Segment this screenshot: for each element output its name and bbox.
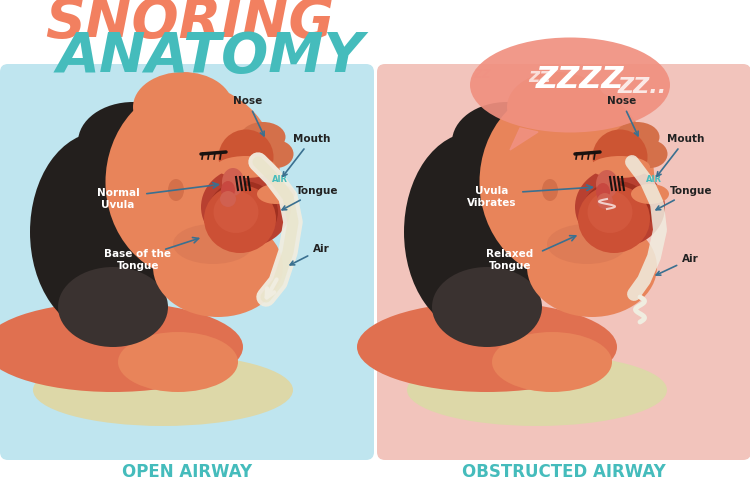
Text: zz: zz: [473, 66, 490, 80]
Ellipse shape: [590, 156, 650, 178]
Circle shape: [597, 193, 613, 209]
Text: OPEN AIRWAY: OPEN AIRWAY: [122, 463, 252, 481]
Ellipse shape: [596, 183, 610, 201]
Ellipse shape: [432, 267, 542, 347]
Text: Uvula
Vibrates: Uvula Vibrates: [467, 186, 517, 208]
Ellipse shape: [241, 122, 286, 152]
Ellipse shape: [479, 84, 655, 280]
Ellipse shape: [216, 156, 276, 178]
Text: Air: Air: [290, 244, 330, 265]
Ellipse shape: [492, 332, 612, 392]
Ellipse shape: [452, 102, 562, 182]
Ellipse shape: [614, 122, 659, 152]
Ellipse shape: [527, 217, 657, 317]
Ellipse shape: [201, 167, 291, 247]
Ellipse shape: [596, 170, 618, 198]
Ellipse shape: [221, 181, 235, 199]
Text: OBSTRUCTED AIRWAY: OBSTRUCTED AIRWAY: [462, 463, 666, 481]
Ellipse shape: [173, 224, 253, 264]
Polygon shape: [510, 128, 538, 150]
Ellipse shape: [357, 302, 617, 392]
Text: Mouth: Mouth: [283, 134, 330, 176]
Ellipse shape: [33, 354, 293, 426]
Ellipse shape: [204, 185, 276, 253]
Ellipse shape: [30, 132, 170, 332]
Ellipse shape: [547, 224, 627, 264]
Ellipse shape: [0, 302, 243, 392]
Ellipse shape: [218, 130, 274, 184]
Text: Tongue: Tongue: [656, 186, 712, 210]
Ellipse shape: [133, 72, 233, 142]
Circle shape: [220, 191, 236, 207]
Ellipse shape: [542, 179, 558, 201]
Text: ANATOMY: ANATOMY: [56, 30, 364, 84]
Text: zz: zz: [529, 68, 551, 86]
Ellipse shape: [78, 102, 188, 182]
Text: Tongue: Tongue: [282, 186, 338, 210]
Text: SNORING: SNORING: [46, 0, 334, 49]
Ellipse shape: [587, 191, 632, 233]
FancyBboxPatch shape: [0, 64, 374, 460]
Ellipse shape: [575, 167, 665, 247]
Ellipse shape: [118, 332, 238, 392]
Text: Nose: Nose: [233, 96, 264, 136]
Text: Mouth: Mouth: [657, 134, 704, 176]
Text: Nose: Nose: [607, 96, 638, 136]
Text: Base of the
Tongue: Base of the Tongue: [104, 249, 172, 271]
Ellipse shape: [507, 72, 607, 142]
Ellipse shape: [214, 191, 259, 233]
Ellipse shape: [404, 132, 544, 332]
Ellipse shape: [582, 181, 652, 243]
Ellipse shape: [259, 140, 293, 168]
Text: Normal
Uvula: Normal Uvula: [97, 188, 140, 210]
Ellipse shape: [106, 84, 280, 280]
Ellipse shape: [632, 140, 668, 168]
Ellipse shape: [470, 38, 670, 132]
Ellipse shape: [153, 217, 283, 317]
Ellipse shape: [578, 185, 650, 253]
FancyBboxPatch shape: [377, 64, 750, 460]
Text: ZZ..: ZZ..: [617, 77, 667, 97]
Ellipse shape: [208, 181, 278, 243]
Text: ZZZZ: ZZZZ: [536, 66, 624, 94]
Text: AIR: AIR: [272, 176, 288, 184]
Ellipse shape: [592, 130, 647, 184]
Ellipse shape: [407, 354, 667, 426]
Ellipse shape: [257, 184, 295, 204]
Text: AIR: AIR: [646, 176, 662, 184]
Ellipse shape: [631, 184, 669, 204]
Text: Air: Air: [656, 254, 699, 275]
Text: Relaxed
Tongue: Relaxed Tongue: [486, 249, 534, 271]
Ellipse shape: [222, 168, 244, 196]
Ellipse shape: [168, 179, 184, 201]
Ellipse shape: [58, 267, 168, 347]
